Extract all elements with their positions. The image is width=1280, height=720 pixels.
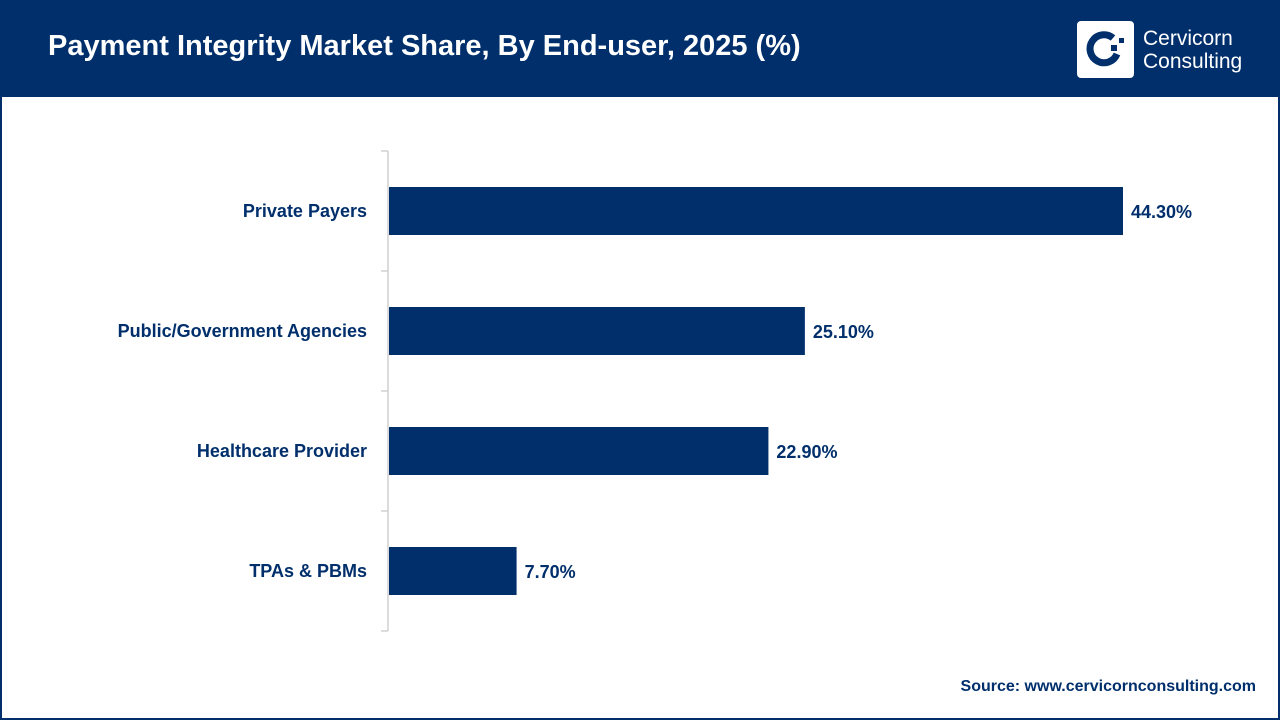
data-label: 7.70% <box>525 562 576 582</box>
category-label: Private Payers <box>243 201 367 221</box>
data-label: 25.10% <box>813 322 874 342</box>
brand-logo: Cervicorn Consulting <box>1077 21 1242 78</box>
bar <box>389 187 1123 235</box>
category-label: TPAs & PBMs <box>249 561 367 581</box>
logo-icon <box>1077 21 1134 78</box>
bar <box>389 307 805 355</box>
category-label: Public/Government Agencies <box>118 321 367 341</box>
chart-title: Payment Integrity Market Share, By End-u… <box>48 30 801 62</box>
logo-line1: Cervicorn <box>1143 26 1233 50</box>
header-bar: Payment Integrity Market Share, By End-u… <box>0 0 1280 97</box>
category-label: Healthcare Provider <box>197 441 367 461</box>
data-label: 22.90% <box>776 442 837 462</box>
data-label: 44.30% <box>1131 202 1192 222</box>
source-note: Source: www.cervicornconsulting.com <box>960 678 1256 695</box>
logo-line2: Consulting <box>1143 49 1243 73</box>
bar <box>389 547 517 595</box>
bar <box>389 427 769 475</box>
